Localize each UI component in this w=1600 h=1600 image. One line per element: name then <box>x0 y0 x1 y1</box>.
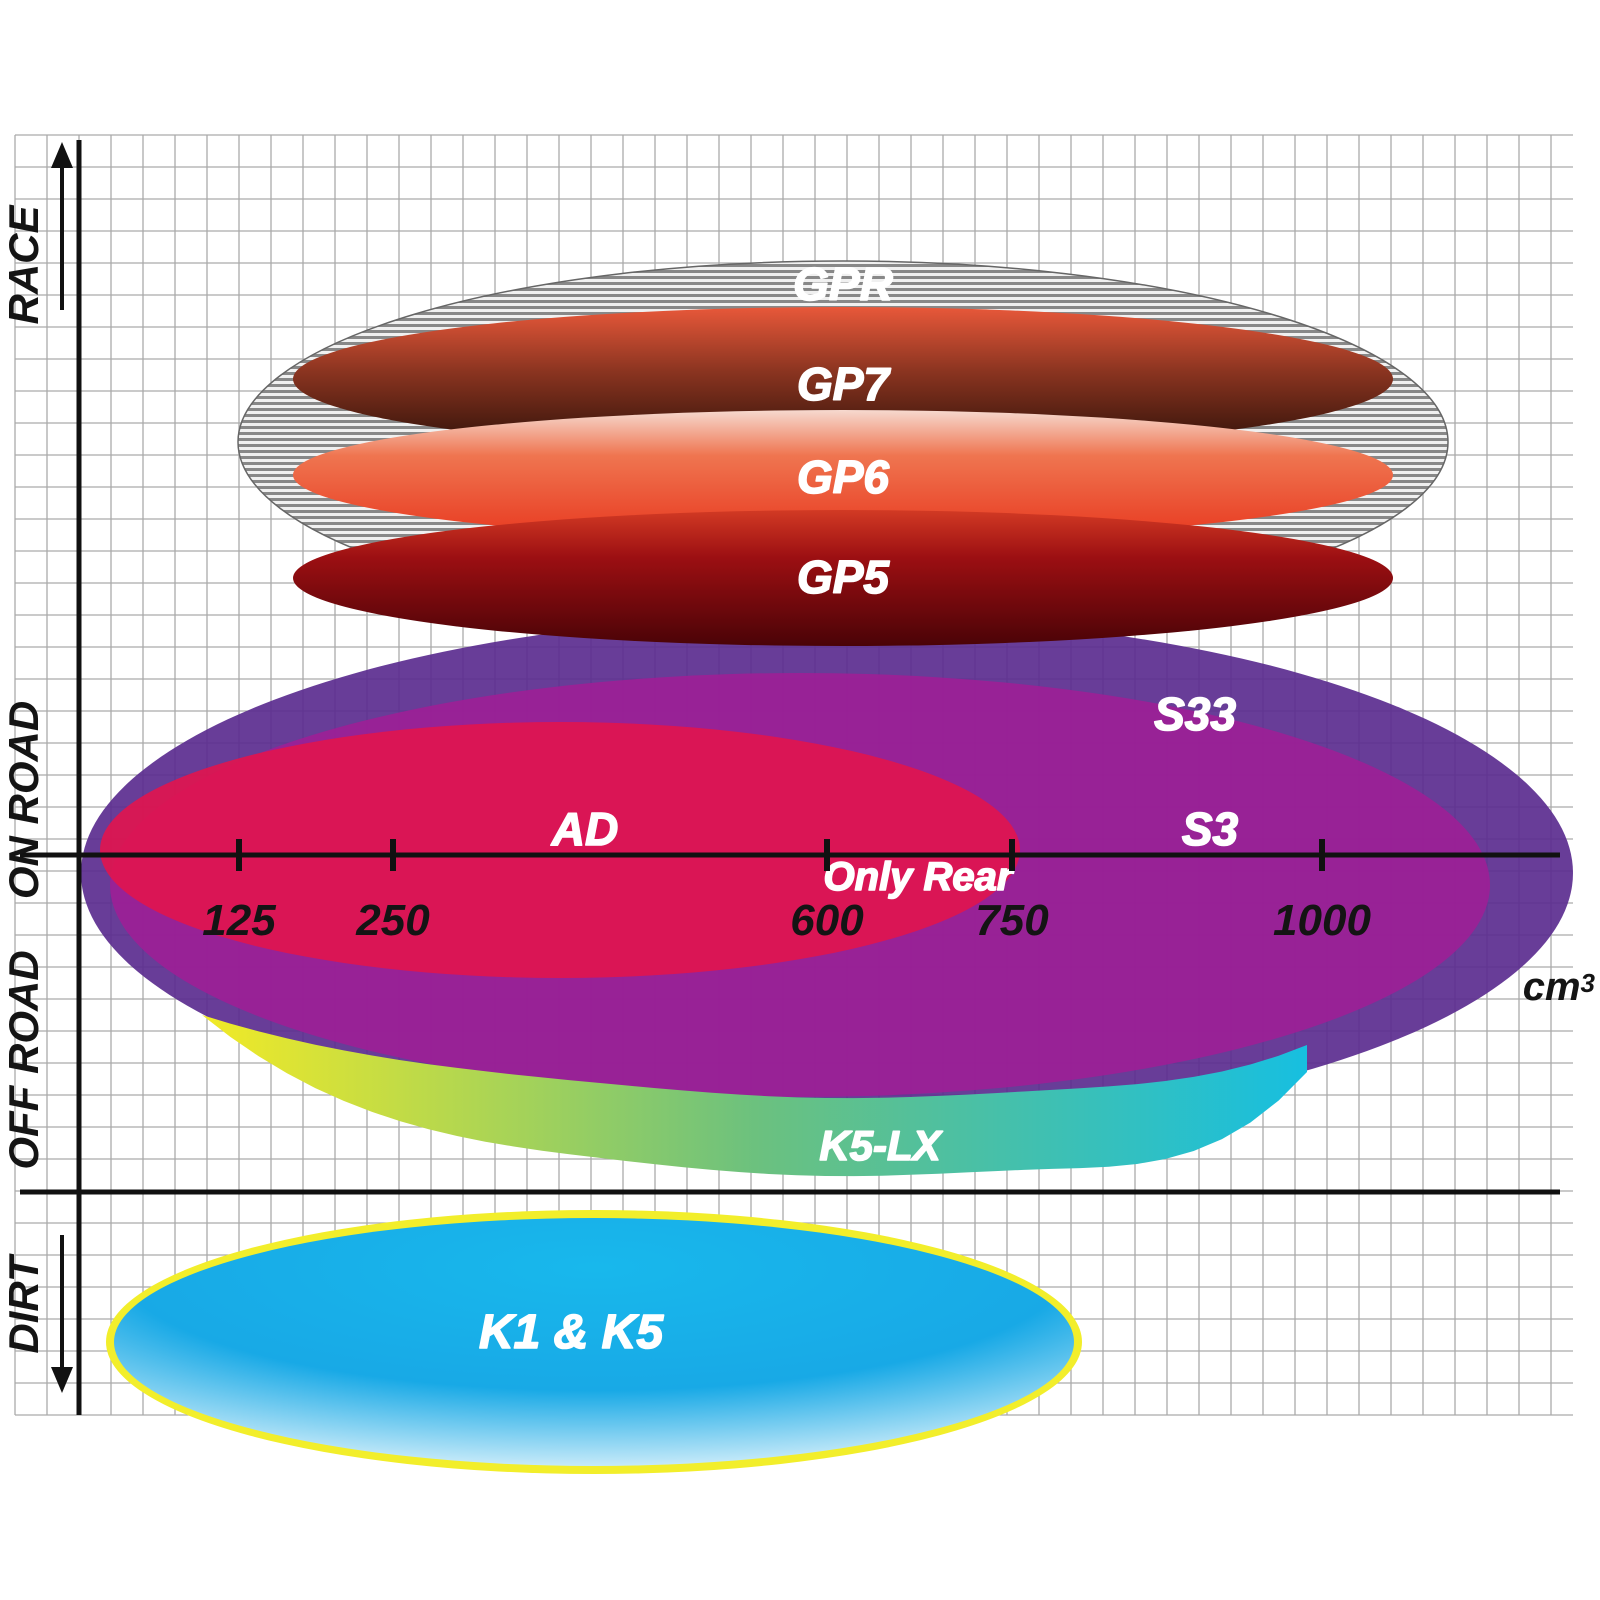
svg-text:S3: S3 <box>1182 803 1239 855</box>
svg-text:K1 & K5: K1 & K5 <box>479 1306 664 1359</box>
svg-text:Only Rear: Only Rear <box>824 855 1015 899</box>
svg-text:GP6: GP6 <box>797 451 889 503</box>
svg-text:750: 750 <box>975 896 1049 945</box>
svg-text:GPR: GPR <box>793 258 893 310</box>
svg-text:GP7: GP7 <box>797 358 891 410</box>
svg-text:125: 125 <box>202 896 276 945</box>
svg-text:250: 250 <box>355 896 430 945</box>
svg-text:OFF ROAD: OFF ROAD <box>0 950 47 1169</box>
svg-text:ON ROAD: ON ROAD <box>0 701 47 899</box>
svg-text:RACE: RACE <box>0 204 47 325</box>
svg-text:K5-LX: K5-LX <box>819 1122 943 1169</box>
svg-text:GP5: GP5 <box>797 551 890 603</box>
svg-text:S33: S33 <box>1154 688 1236 740</box>
svg-text:1000: 1000 <box>1273 896 1371 945</box>
svg-text:600: 600 <box>790 896 864 945</box>
svg-text:AD: AD <box>551 803 618 855</box>
svg-text:DIRT: DIRT <box>0 1253 47 1354</box>
